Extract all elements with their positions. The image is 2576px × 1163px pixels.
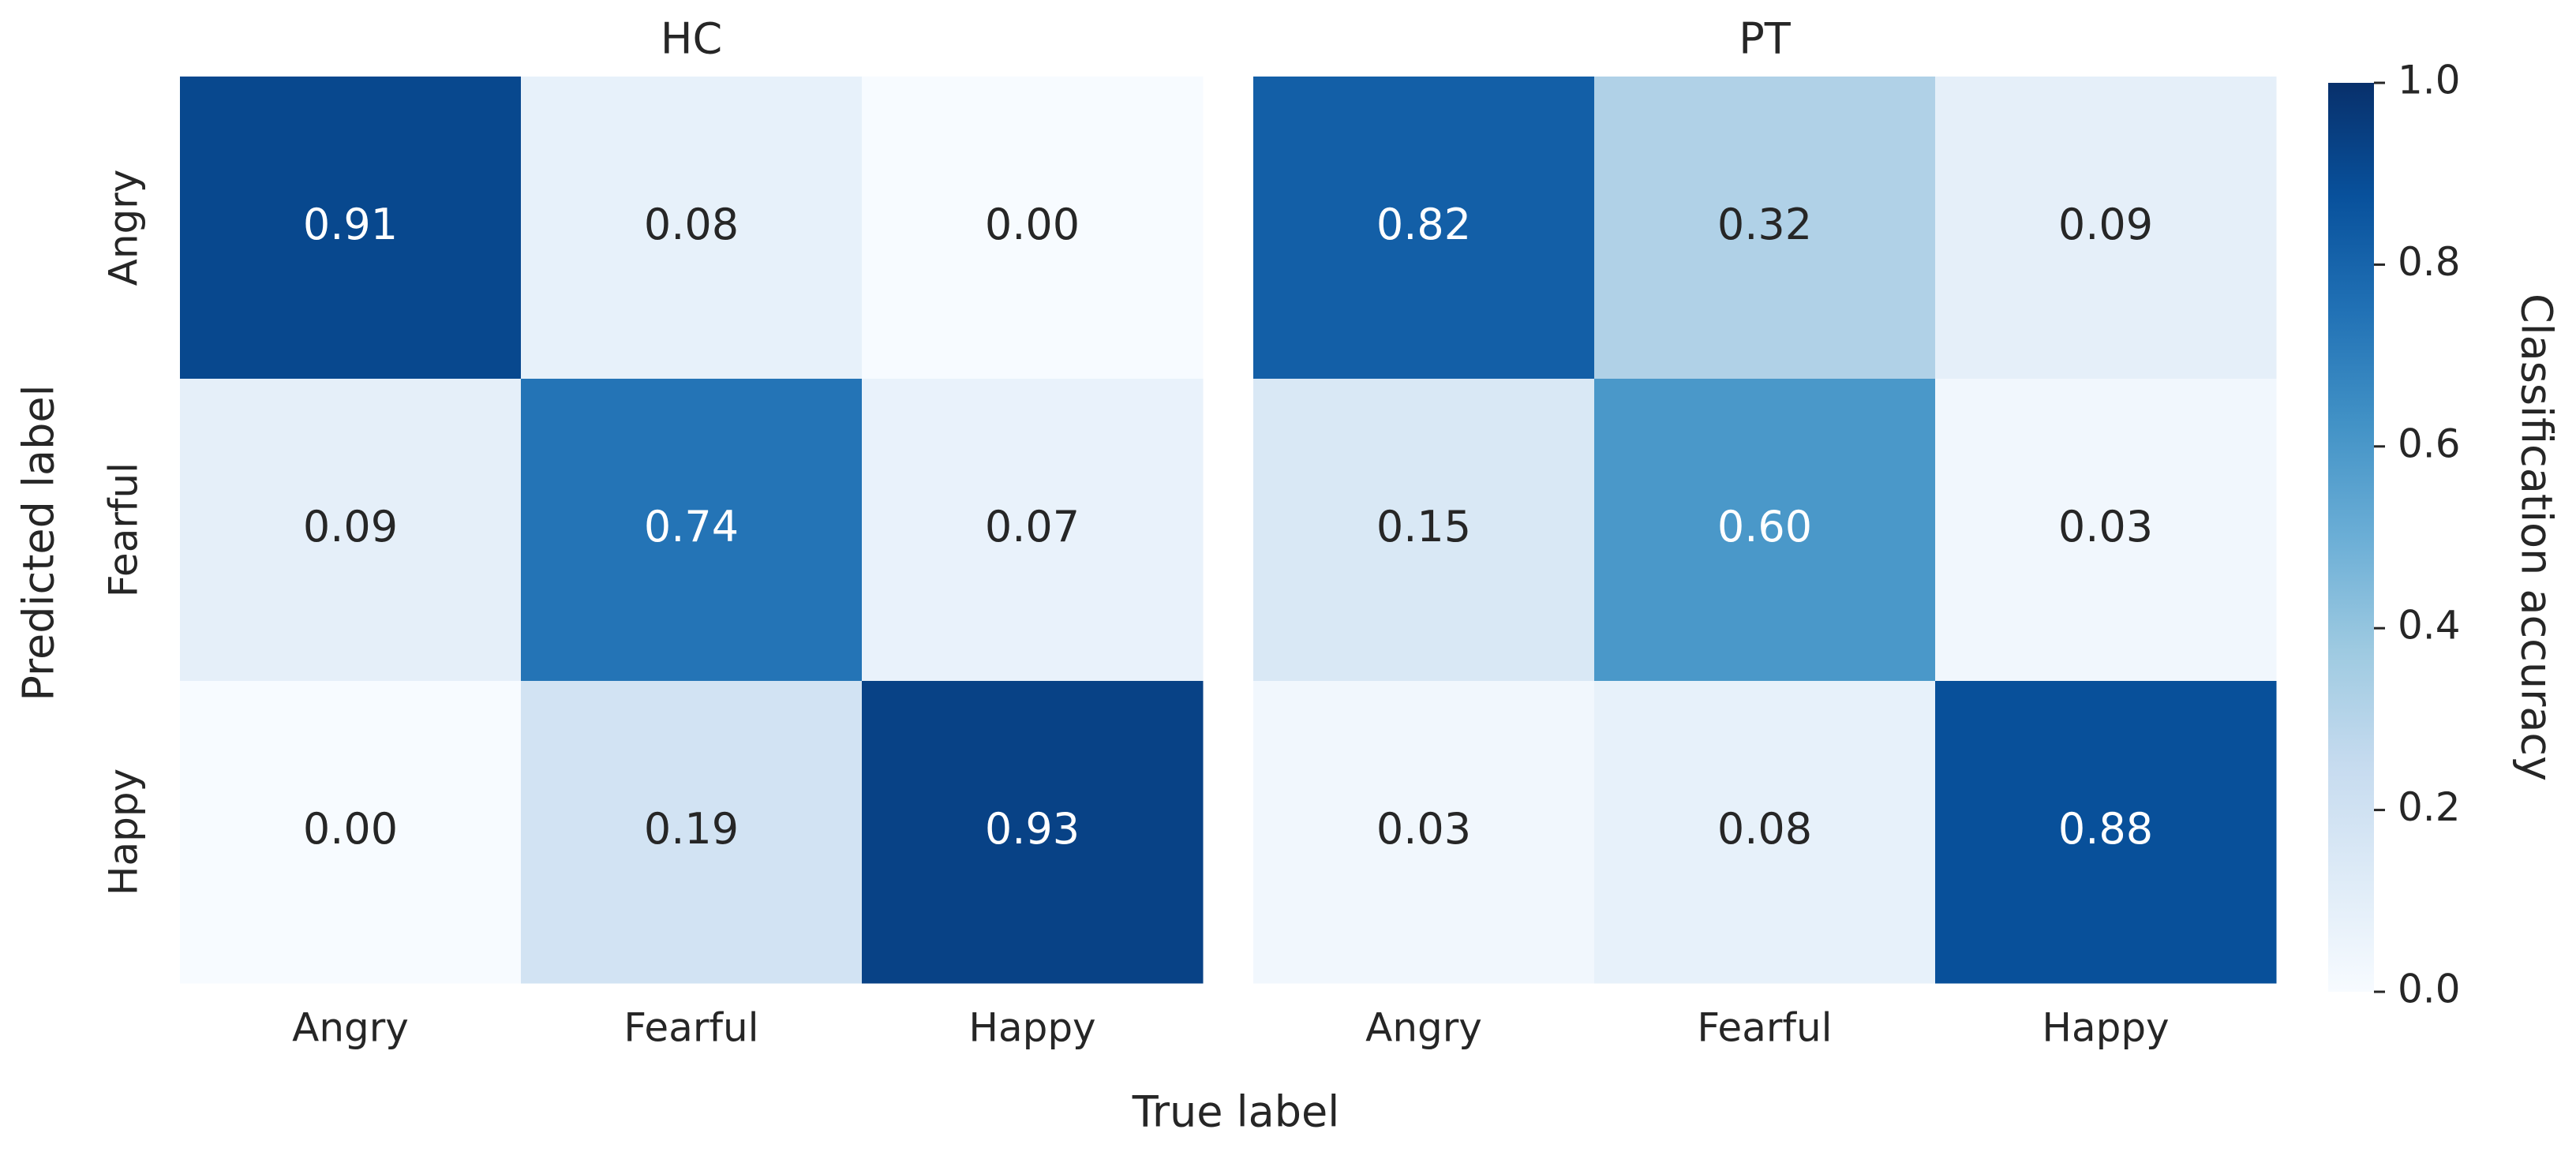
- cell-value-label: 0.15: [1376, 502, 1471, 552]
- heatmap-cell: [1935, 681, 2277, 984]
- heatmap-cell: [1253, 681, 1595, 984]
- cell-value-label: 0.82: [1376, 200, 1471, 249]
- heatmap-cell: [180, 77, 522, 380]
- colorbar-tick-label: 0.4: [2398, 603, 2461, 649]
- y-tick-label: Happy: [101, 768, 147, 896]
- x-tick-label: Fearful: [623, 1005, 758, 1051]
- colorbar-tick-label: 0.0: [2398, 967, 2461, 1012]
- y-axis-label: Predicted label: [14, 384, 64, 701]
- cell-value-label: 0.88: [2058, 804, 2153, 854]
- heatmap-cell: [1594, 77, 1936, 380]
- cell-value-label: 0.07: [985, 502, 1080, 552]
- cell-value-label: 0.08: [1717, 804, 1812, 854]
- panel-title: PT: [1739, 14, 1792, 64]
- cell-value-label: 0.74: [644, 502, 739, 552]
- heatmap-cell: [180, 681, 522, 984]
- x-tick-label: Happy: [2042, 1005, 2169, 1051]
- heatmap-cell: [1935, 77, 2277, 380]
- colorbar-tick-label: 0.8: [2398, 239, 2461, 285]
- colorbar-tick-label: 0.2: [2398, 784, 2461, 830]
- cell-value-label: 0.00: [303, 804, 398, 854]
- heatmap-panels: HC 0.91 0.08 0.00 0.09 0.74 0.07 0.00 0.19 0.93 An…: [101, 14, 2277, 1051]
- colorbar-label: Classification accuracy: [2511, 294, 2561, 781]
- heatmap-panel-pt: PT 0.82 0.32 0.09 0.15 0.60 0.03 0.03 0.08 0.88 An…: [1253, 14, 2277, 1051]
- x-tick-label: Angry: [1365, 1005, 1482, 1051]
- heatmap-cell: [521, 681, 863, 984]
- heatmap-cell: [1253, 379, 1595, 682]
- heatmap-cell: [862, 77, 1204, 380]
- cell-value-label: 0.08: [644, 200, 739, 249]
- heatmap-cell: [521, 379, 863, 682]
- cell-value-label: 0.19: [644, 804, 739, 854]
- cell-value-label: 0.32: [1717, 200, 1812, 249]
- y-tick-label: Angry: [101, 170, 147, 286]
- panel-title: HC: [661, 14, 722, 64]
- heatmap-cell: [1594, 379, 1936, 682]
- cell-value-label: 0.00: [985, 200, 1080, 249]
- heatmap-cell: [862, 681, 1204, 984]
- colorbar: 0.0 0.2 0.4 0.6 0.8 1.0 Classification accurac…: [2328, 58, 2561, 1012]
- heatmap-cell: [180, 379, 522, 682]
- cell-value-label: 0.93: [985, 804, 1080, 854]
- heatmap-cell: [1594, 681, 1936, 984]
- cell-value-label: 0.91: [303, 200, 398, 249]
- heatmap-cell: [1253, 77, 1595, 380]
- cell-value-label: 0.03: [1376, 804, 1471, 854]
- y-tick-label: Fearful: [101, 462, 147, 597]
- colorbar-tick-label: 1.0: [2398, 58, 2461, 103]
- cell-value-label: 0.09: [2058, 200, 2153, 249]
- colorbar-tick-label: 0.6: [2398, 421, 2461, 466]
- cell-value-label: 0.09: [303, 502, 398, 552]
- cell-value-label: 0.60: [1717, 502, 1812, 552]
- x-tick-label: Angry: [292, 1005, 409, 1051]
- cell-value-label: 0.03: [2058, 502, 2153, 552]
- colorbar-gradient: [2328, 83, 2374, 992]
- x-axis-label: True label: [1132, 1087, 1339, 1137]
- heatmap-cell: [862, 379, 1204, 682]
- x-tick-label: Fearful: [1697, 1005, 1832, 1051]
- x-tick-label: Happy: [968, 1005, 1095, 1051]
- heatmap-cell: [521, 77, 863, 380]
- heatmap-cell: [1935, 379, 2277, 682]
- heatmap-panel-hc: HC 0.91 0.08 0.00 0.09 0.74 0.07 0.00 0.19 0.93 An…: [101, 14, 1204, 1051]
